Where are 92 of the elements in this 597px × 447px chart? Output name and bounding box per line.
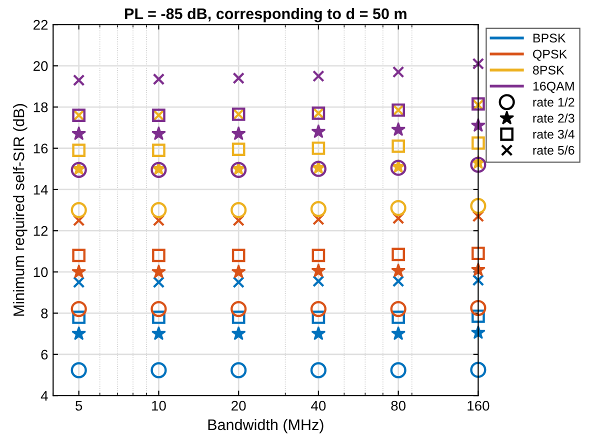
- point: [72, 144, 86, 157]
- y-tick-label: 22: [34, 20, 48, 30]
- point: [391, 263, 406, 278]
- point: [151, 326, 166, 340]
- chart-title: PL = -85 dB, corresponding to d = 50 m: [125, 8, 406, 22]
- legend-label: rate 1/2: [533, 97, 574, 107]
- point: [232, 248, 246, 262]
- point: [390, 200, 406, 216]
- x-axis-title: Bandwidth (MHz): [208, 418, 324, 434]
- point: [472, 58, 484, 70]
- point: [230, 300, 247, 318]
- x-tick-label: 20: [232, 400, 246, 411]
- point: [231, 126, 246, 140]
- point: [310, 300, 327, 318]
- x-tick-label: 160: [468, 400, 490, 411]
- point: [312, 275, 324, 288]
- y-tick-label: 16: [34, 144, 48, 154]
- point: [392, 275, 404, 288]
- point: [390, 362, 406, 378]
- point: [230, 362, 247, 378]
- point: [230, 202, 247, 218]
- point: [70, 300, 87, 318]
- y-tick-label: 18: [34, 102, 48, 112]
- y-tick-label: 10: [34, 267, 48, 278]
- point: [472, 246, 485, 260]
- x-tick-label: 5: [76, 400, 82, 411]
- point: [470, 198, 486, 214]
- y-tick-label: 12: [34, 226, 48, 236]
- point: [472, 136, 485, 150]
- point: [390, 300, 406, 318]
- point: [72, 326, 86, 340]
- point: [312, 70, 324, 82]
- point: [72, 74, 85, 86]
- point: [392, 248, 405, 262]
- point: [231, 264, 246, 278]
- point: [232, 310, 246, 324]
- y-tick-label: 8: [41, 308, 48, 318]
- point: [231, 326, 246, 340]
- point: [70, 362, 87, 378]
- legend-label: 8PSK: [532, 66, 564, 75]
- point: [392, 66, 404, 78]
- point: [150, 300, 167, 318]
- point: [470, 156, 486, 173]
- x-tick-label: 40: [311, 400, 326, 411]
- point: [150, 202, 167, 218]
- point: [310, 201, 327, 218]
- legend-label: QPSK: [533, 50, 568, 61]
- point: [312, 142, 326, 155]
- point: [152, 144, 166, 157]
- point: [392, 140, 405, 153]
- point: [472, 274, 484, 286]
- point: [72, 248, 86, 262]
- legend-label: rate 3/4: [533, 130, 574, 139]
- point: [391, 122, 406, 136]
- y-tick-label: 14: [34, 184, 48, 195]
- point: [470, 362, 486, 378]
- point: [470, 300, 486, 316]
- point: [312, 310, 326, 324]
- legend-label: rate 5/6: [533, 146, 574, 155]
- x-tick-label: 80: [391, 400, 406, 411]
- y-tick-label: 20: [34, 61, 48, 71]
- point: [151, 126, 166, 140]
- point: [312, 248, 326, 262]
- x-tick-label: 10: [152, 400, 166, 411]
- point: [72, 264, 86, 278]
- legend-label: BPSK: [533, 34, 566, 43]
- point: [232, 142, 246, 156]
- point: [472, 310, 485, 323]
- point: [310, 362, 327, 378]
- point: [72, 310, 86, 324]
- point: [152, 276, 165, 288]
- point: [311, 326, 326, 340]
- point: [72, 276, 85, 288]
- point: [311, 263, 326, 278]
- point: [70, 202, 87, 218]
- point: [151, 264, 166, 278]
- y-tick-label: 4: [40, 391, 48, 401]
- point: [311, 124, 326, 138]
- point: [152, 73, 165, 86]
- point: [391, 326, 406, 340]
- point: [150, 362, 167, 378]
- y-axis-title: Minimum required self-SIR (dB): [13, 104, 28, 316]
- legend-label: rate 2/3: [533, 113, 574, 123]
- point: [392, 310, 405, 324]
- y-tick-label: 6: [41, 350, 48, 360]
- point: [72, 126, 86, 140]
- point: [232, 276, 245, 288]
- legend-label: 16QAM: [533, 82, 574, 93]
- point: [232, 72, 245, 84]
- point: [152, 310, 166, 324]
- point: [472, 210, 484, 222]
- point: [152, 248, 166, 262]
